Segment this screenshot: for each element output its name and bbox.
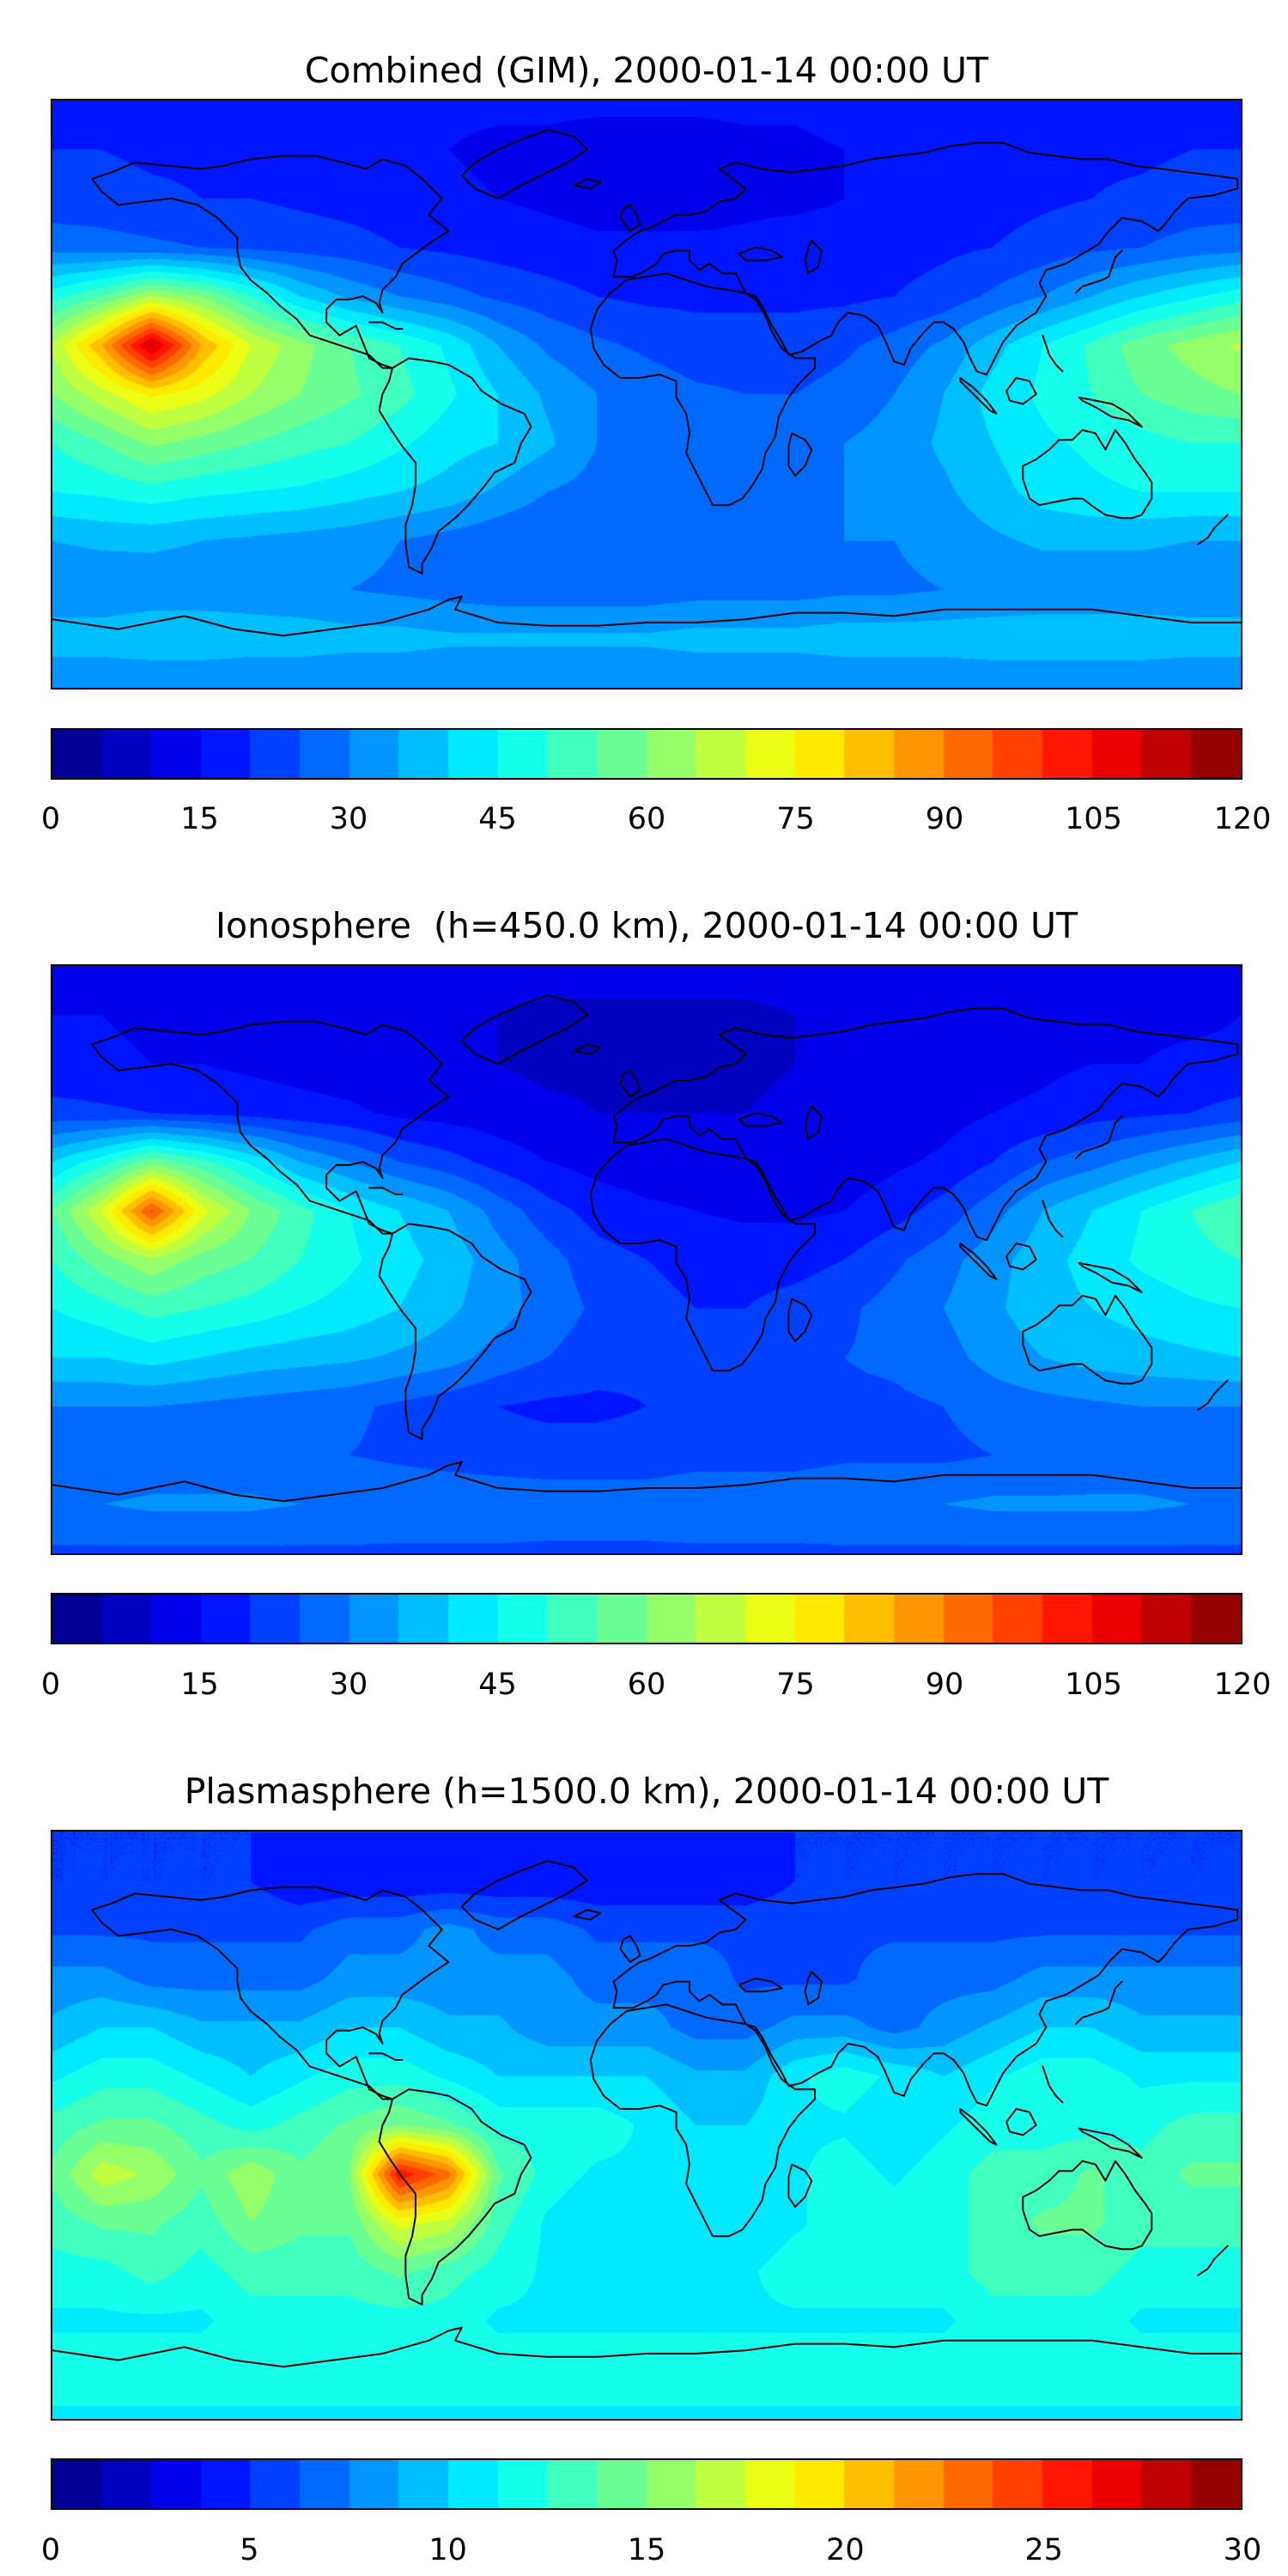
colorbar-ticks-ionosphere: 0 15 30 45 60 75 90 105 120 [40, 1668, 1272, 1702]
heatmap-canvas-ionosphere [52, 966, 1241, 1553]
colorbar-canvas-plasmasphere [52, 2460, 1241, 2508]
colorbar-ticks-combined: 0 15 30 45 60 75 90 105 120 [40, 802, 1272, 836]
coastlines-overlay [52, 100, 1241, 688]
heatmap-canvas-plasmasphere [52, 1832, 1241, 2419]
colorbar-ionosphere [51, 1593, 1242, 1644]
colorbar-plasmasphere [51, 2458, 1242, 2510]
world-map-ionosphere [51, 964, 1242, 1555]
panel-title-combined: Combined (GIM), 2000-01-14 00:00 UT [304, 50, 989, 91]
colorbar-ticks-plasmasphere: 0 5 10 15 20 25 30 [40, 2533, 1262, 2567]
colorbar-combined [51, 728, 1242, 780]
world-map-combined [51, 99, 1242, 690]
heatmap-canvas-combined [52, 100, 1241, 688]
colorbar-canvas-ionosphere [52, 1595, 1241, 1643]
colorbar-canvas-combined [52, 730, 1241, 778]
panel-title-ionosphere: Ionosphere (h=450.0 km), 2000-01-14 00:0… [215, 905, 1078, 946]
panel-title-plasmasphere: Plasmasphere (h=1500.0 km), 2000-01-14 0… [184, 1771, 1109, 1812]
coastlines-overlay [52, 966, 1241, 1553]
coastlines-overlay [52, 1832, 1241, 2419]
world-map-plasmasphere [51, 1830, 1242, 2421]
